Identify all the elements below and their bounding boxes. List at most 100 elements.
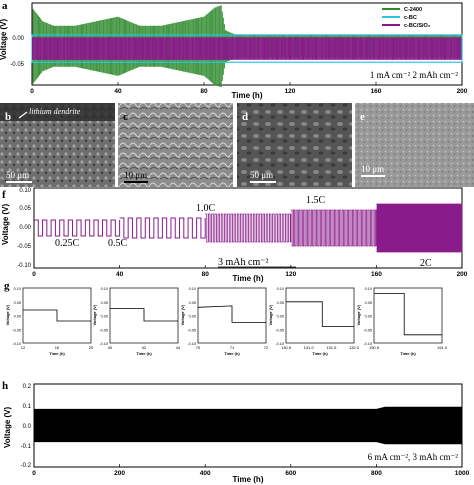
subplot-ytick-label: -0.10 <box>275 342 284 346</box>
subplot-frame <box>197 287 267 344</box>
panel-h-xtick-label: 0 <box>32 470 36 477</box>
panel-h-label: h <box>2 380 8 392</box>
subplot-ytick-label: -0.10 <box>99 342 108 346</box>
sem-image-e <box>355 103 474 187</box>
subplot-xtick-label: 71 <box>230 345 235 350</box>
panel-f-label: f <box>2 189 6 201</box>
panel-f-xtick-label: 0 <box>32 271 36 278</box>
voltage-segment-2C <box>376 203 463 253</box>
panel-h-xtick-label: 600 <box>285 470 296 477</box>
sem-e-scale: 10 μm <box>361 164 384 174</box>
sem-d-scale: 50 μm <box>250 170 273 180</box>
subplot-ytick-label: 0.05 <box>365 301 372 305</box>
sem-c-scale: 10 μm <box>124 170 147 180</box>
subplot-xtick-label: 44 <box>176 345 181 350</box>
subplot-ytick-label: 0.00 <box>189 315 196 319</box>
subplot-ytick-label: -0.10 <box>12 342 21 346</box>
panel-h-ytick-2: 0.0 <box>23 424 32 430</box>
sem-images: b lithium dendrite 50 μm c 10 μm d 50 μm… <box>0 103 474 187</box>
subplot-ytick-label: -0.05 <box>363 328 372 332</box>
sem-e-scalebar <box>361 175 385 177</box>
subplot-xtick-label: 20 <box>89 345 94 350</box>
subplot-xtick-label: 16 <box>55 345 60 350</box>
panel-f-ytick-0: 0.10 <box>19 188 31 194</box>
panel-a-xtick-label: 200 <box>457 88 468 95</box>
sem-b-scale: 50 μm <box>6 170 29 180</box>
subplot-ytick-label: 0.10 <box>189 287 196 291</box>
panel-h-xtick-label: 200 <box>114 470 125 477</box>
subplot-xtick-label: 12 <box>21 345 26 350</box>
panel-h-ytick-4: -0.2 <box>21 463 32 469</box>
subplot-ytick-label: -0.05 <box>275 328 284 332</box>
subplot-xtick-label: 40 <box>108 345 113 350</box>
panel-h-voltage-trace <box>34 406 462 445</box>
panel-f: f 0 40 80 120 160 200 Voltage (V) 0.10 0.05 0… <box>1 187 468 283</box>
voltage-segment-0.25C <box>34 219 121 237</box>
panel-f-xtick-label: 80 <box>202 271 210 278</box>
sem-d-label: d <box>242 111 248 123</box>
legend-label-cbc: c-BC <box>404 15 417 21</box>
subplot-x-label: Time (h) <box>312 351 328 356</box>
rate-label-2: 1.0C <box>196 203 216 214</box>
subplot-ytick-label: 0.05 <box>277 301 284 305</box>
arrow-icon <box>18 111 28 119</box>
subplot-ytick-label: -0.10 <box>363 342 372 346</box>
panel-f-xtick-label: 40 <box>116 271 124 278</box>
panel-a-ytick-1: -0.05 <box>10 62 24 68</box>
subplot-xtick-label: 42 <box>142 345 147 350</box>
subplot-x-label: Time (h) <box>400 351 416 356</box>
voltage-segment-1.0C <box>205 213 292 243</box>
subplot-voltage-line <box>374 293 442 336</box>
subplot-voltage-line <box>197 305 266 323</box>
sem-e-label: e <box>360 111 365 123</box>
sem-b-label: b <box>5 111 11 123</box>
sem-b-scalebar <box>6 181 32 183</box>
panel-f-y-label: Voltage (V) <box>1 203 10 245</box>
panel-h-ytick-0: 0.2 <box>23 384 32 390</box>
subplot-ytick-label: 0.10 <box>101 287 108 291</box>
subplot-ytick-label: 0.00 <box>101 315 108 319</box>
panel-a-condition: 1 mA cm⁻² 2 mAh cm⁻² <box>370 70 458 80</box>
subplot-ytick-label: 0.00 <box>277 315 284 319</box>
subplot-frame <box>22 287 92 344</box>
subplot-xtick-label: 130.5 <box>281 345 292 350</box>
rate-label-0: 0.25C <box>55 238 80 249</box>
subplot-x-label: Time (h) <box>136 351 152 356</box>
subplot-ytick-label: -0.10 <box>187 342 196 346</box>
subplot-ytick-label: -0.05 <box>99 328 108 332</box>
panel-a-x-label: Time (h) <box>232 91 263 100</box>
panel-h-condition: 6 mA cm⁻², 3 mAh cm⁻² <box>368 452 459 462</box>
subplot-xtick-label: 191.0 <box>437 345 448 350</box>
legend-label-cbc-sio2: c-BC/SiO₂ <box>404 23 431 29</box>
subplot-xtick-label: 70 <box>196 345 201 350</box>
panel-h: h 0 200 400 600 800 1000 Voltage (V) 0.2 0.1 … <box>2 380 470 484</box>
subplot-ytick-label: 0.00 <box>14 315 21 319</box>
subplot-x-label: Time (h) <box>49 351 65 356</box>
panel-f-xtick-label: 120 <box>285 271 296 278</box>
sem-c-scalebar <box>124 181 148 183</box>
sem-b-annotation: lithium dendrite <box>29 107 81 116</box>
subplot-frame <box>285 287 355 344</box>
panel-f-ytick-2: 0.00 <box>19 225 31 231</box>
panel-f-xtick-label: 160 <box>371 271 382 278</box>
voltage-segment-0.5C <box>119 217 206 239</box>
subplot-voltage-line <box>23 309 91 322</box>
subplot-xtick-label: 131.5 <box>326 345 337 350</box>
panel-a: a 0 40 80 120 160 200 Voltage (V) 0.00 -0.05 … <box>0 0 468 100</box>
subplot-frame <box>109 287 179 344</box>
panel-h-y-label: Voltage (V) <box>3 406 12 448</box>
panel-f-ytick-3: -0.05 <box>17 244 31 250</box>
rate-label-4: 2C <box>420 258 432 269</box>
sem-image-c <box>118 103 233 187</box>
panel-f-voltage-trace <box>34 203 463 253</box>
panel-h-xtick-label: 800 <box>371 470 382 477</box>
panel-a-ytick-0: 0.00 <box>12 36 24 42</box>
rate-label-3: 1.5C <box>306 195 326 206</box>
subplot-ytick-label: 0.10 <box>365 287 372 291</box>
panel-f-ytick-4: -0.10 <box>17 263 31 269</box>
